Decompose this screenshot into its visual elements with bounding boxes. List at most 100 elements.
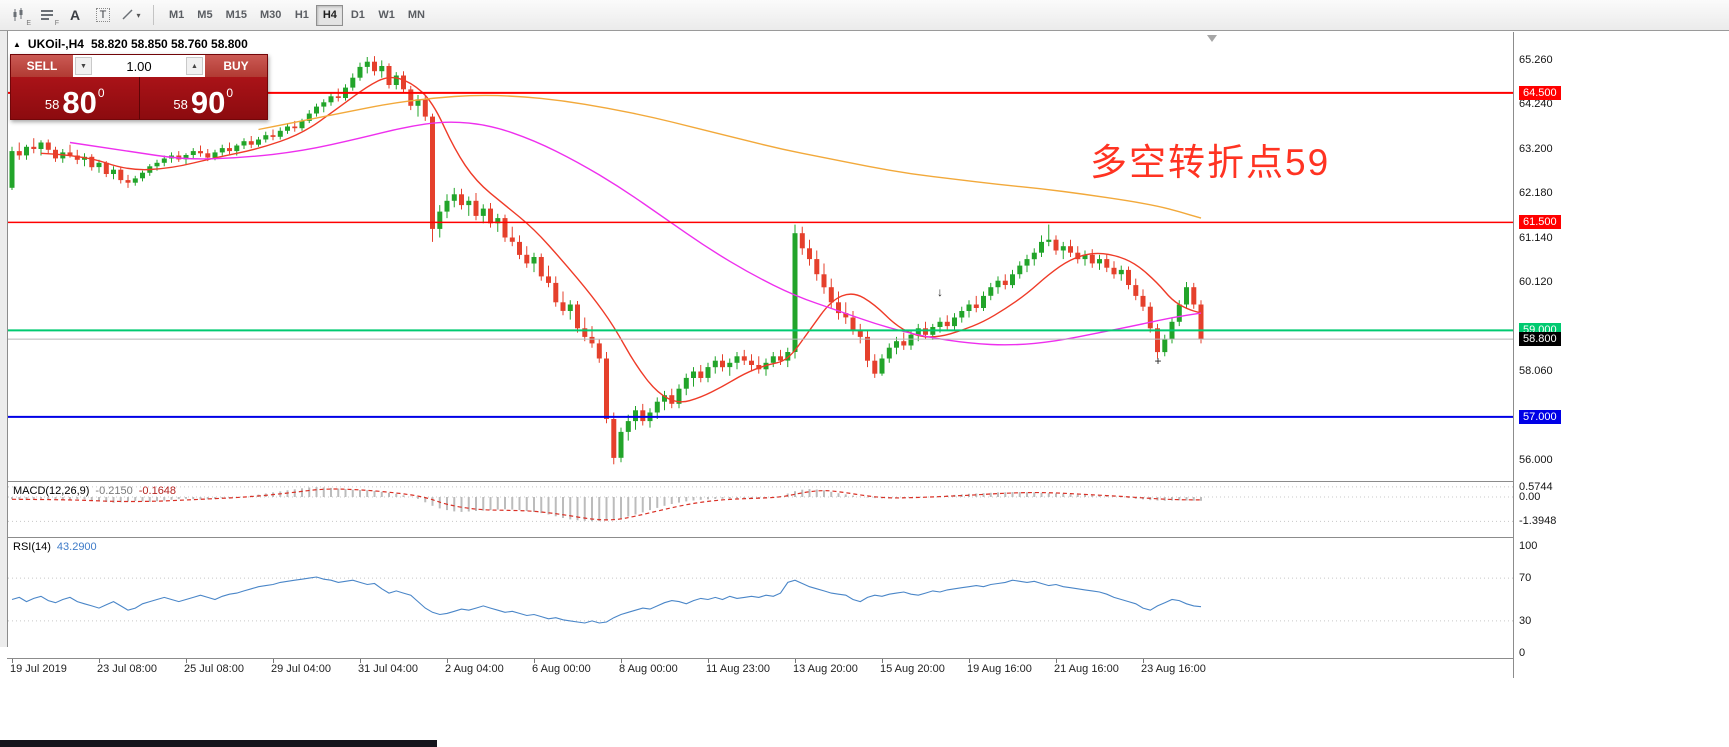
timeframe-button-d1[interactable]: D1 xyxy=(344,5,371,26)
svg-text:+: + xyxy=(1155,354,1162,368)
ohlc-values: 58.820 58.850 58.760 58.800 xyxy=(90,37,248,51)
axis-tick-label: 65.260 xyxy=(1519,53,1553,66)
time-axis-label: 19 Aug 16:00 xyxy=(967,663,1032,675)
time-axis-tick xyxy=(99,659,100,663)
axis-tick-label: -1.3948 xyxy=(1519,515,1557,528)
drawing-tool-icon[interactable]: ▾ xyxy=(118,4,144,27)
icon-sub-label: F xyxy=(54,19,59,27)
time-axis-tick xyxy=(1056,659,1057,663)
svg-text:↓: ↓ xyxy=(937,285,943,299)
time-axis-tick xyxy=(1143,659,1144,663)
macd-panel[interactable]: MACD(12,26,9) -0.2150 -0.1648 xyxy=(8,482,1513,537)
panel-splitter[interactable] xyxy=(7,481,1729,482)
timeframe-button-m5[interactable]: M5 xyxy=(191,5,218,26)
trade-controls-row: SELL ▼ 1.00 ▲ BUY xyxy=(11,55,267,77)
axis-tick-label: 0.5744 xyxy=(1519,480,1553,493)
time-axis-label: 13 Aug 20:00 xyxy=(793,663,858,675)
axis-tick-label: 100 xyxy=(1519,540,1538,552)
time-axis-label: 8 Aug 00:00 xyxy=(619,663,678,675)
time-axis-label: 23 Aug 16:00 xyxy=(1141,663,1206,675)
axis-tick-label: 70 xyxy=(1519,572,1532,585)
chart-annotation: 多空转折点59 xyxy=(1090,142,1331,183)
timeframe-button-h1[interactable]: H1 xyxy=(288,5,315,26)
timeframe-group: M1 M5 M15 M30 H1 H4 D1 W1 MN xyxy=(163,4,431,26)
current-price-badge: 58.800 xyxy=(1519,332,1561,347)
axis-tick-label: 64.240 xyxy=(1519,98,1553,111)
text-tool-icon[interactable]: A xyxy=(69,7,81,23)
ask-price-whole: 58 xyxy=(173,97,188,112)
timeframe-button-w1[interactable]: W1 xyxy=(372,5,401,26)
top-toolbar: E F A T ▾ M1 M5 M15 M30 H1 H4 D1 W1 MN xyxy=(0,0,1729,31)
volume-increase-button[interactable]: ▲ xyxy=(186,57,203,75)
rsi-label: RSI(14) 43.2900 xyxy=(13,541,97,553)
volume-field[interactable]: ▼ 1.00 ▲ xyxy=(73,55,205,77)
textbox-glyph: T xyxy=(95,8,111,22)
time-axis-label: 31 Jul 04:00 xyxy=(358,663,418,675)
time-axis-label: 29 Jul 04:00 xyxy=(271,663,331,675)
ask-price-point: 0 xyxy=(226,86,234,100)
time-axis-label: 15 Aug 20:00 xyxy=(880,663,945,675)
one-click-trading-panel: SELL ▼ 1.00 ▲ BUY 58 80 0 58 90 0 xyxy=(10,54,268,120)
macd-name: MACD(12,26,9) xyxy=(13,485,90,497)
time-axis-tick xyxy=(795,659,796,663)
time-axis-tick xyxy=(969,659,970,663)
chevron-down-icon: ▾ xyxy=(136,10,141,20)
rsi-chart-canvas[interactable] xyxy=(8,538,1513,658)
time-axis-tick xyxy=(708,659,709,663)
icon-sub-label: E xyxy=(26,19,31,27)
candlestick-glyph xyxy=(13,8,23,21)
panel-splitter[interactable] xyxy=(7,537,1729,538)
bid-price-whole: 58 xyxy=(44,97,60,112)
time-axis[interactable]: 19 Jul 2019 23 Jul 08:00 25 Jul 08:00 29 Ju… xyxy=(8,659,1513,678)
axis-tick-label: 56.000 xyxy=(1519,454,1553,467)
candlestick-chart-canvas[interactable]: ↓+ xyxy=(8,32,1513,481)
axis-tick-label: 60.120 xyxy=(1519,276,1553,289)
textbox-tool-icon[interactable]: T xyxy=(90,4,116,27)
buy-button[interactable]: BUY xyxy=(205,55,267,77)
timeframe-button-m30[interactable]: M30 xyxy=(254,5,287,26)
axis-tick-label: 61.140 xyxy=(1519,231,1553,244)
time-axis-label: 21 Aug 16:00 xyxy=(1054,663,1119,675)
ask-price-pips: 90 xyxy=(190,84,226,120)
indicator-window-icon[interactable]: F xyxy=(34,4,60,27)
time-axis-label: 23 Jul 08:00 xyxy=(97,663,157,675)
macd-label: MACD(12,26,9) -0.2150 -0.1648 xyxy=(13,485,176,497)
time-axis-tick xyxy=(447,659,448,663)
list-glyph xyxy=(41,10,53,20)
main-chart-panel[interactable]: ↓ + ▲ UKOil-,H4 58.820 58.850 58.760 58.8… xyxy=(8,32,1513,481)
volume-input[interactable]: 1.00 xyxy=(126,58,152,74)
chart-type-icon[interactable]: E xyxy=(6,4,32,27)
timeframe-button-m15[interactable]: M15 xyxy=(220,5,253,26)
symbol-label: UKOil-,H4 xyxy=(27,37,84,51)
time-axis-tick xyxy=(534,659,535,663)
time-axis-tick xyxy=(360,659,361,663)
axis-tick-label: 30 xyxy=(1519,614,1532,627)
price-line-badge: 57.000 xyxy=(1519,409,1561,424)
time-axis-tick xyxy=(186,659,187,663)
panel-splitter[interactable] xyxy=(7,658,1729,659)
timeframe-button-h4[interactable]: H4 xyxy=(316,4,344,26)
axis-tick-label: 58.060 xyxy=(1519,365,1553,378)
timeframe-button-mn[interactable]: MN xyxy=(402,5,431,26)
chart-shift-marker xyxy=(1207,35,1217,42)
sell-button[interactable]: SELL xyxy=(11,55,73,77)
axis-tick-label: 0.00 xyxy=(1519,491,1541,503)
rsi-value: 43.2900 xyxy=(56,541,97,553)
rsi-panel[interactable]: RSI(14) 43.2900 xyxy=(8,538,1513,658)
price-axis[interactable]: 65.260 64.240 63.200 62.180 61.140 60.120 58.0… xyxy=(1513,32,1729,678)
volume-decrease-button[interactable]: ▼ xyxy=(75,57,92,75)
time-axis-tick xyxy=(882,659,883,663)
time-axis-tick xyxy=(621,659,622,663)
trendline-glyph xyxy=(122,9,134,20)
below-chart-area xyxy=(0,678,1729,747)
bottom-dark-strip xyxy=(0,740,437,747)
time-axis-tick xyxy=(12,659,13,663)
chart-title: ▲ UKOil-,H4 58.820 58.850 58.760 58.800 xyxy=(13,37,248,51)
timeframe-button-m1[interactable]: M1 xyxy=(163,5,190,26)
collapse-icon[interactable]: ▲ xyxy=(13,39,21,49)
bid-price[interactable]: 58 80 0 xyxy=(11,77,139,119)
time-axis-label: 25 Jul 08:00 xyxy=(184,663,244,675)
ask-price[interactable]: 58 90 0 xyxy=(139,77,267,120)
price-line-badge: 61.500 xyxy=(1519,215,1561,230)
macd-chart-canvas[interactable] xyxy=(8,482,1513,537)
